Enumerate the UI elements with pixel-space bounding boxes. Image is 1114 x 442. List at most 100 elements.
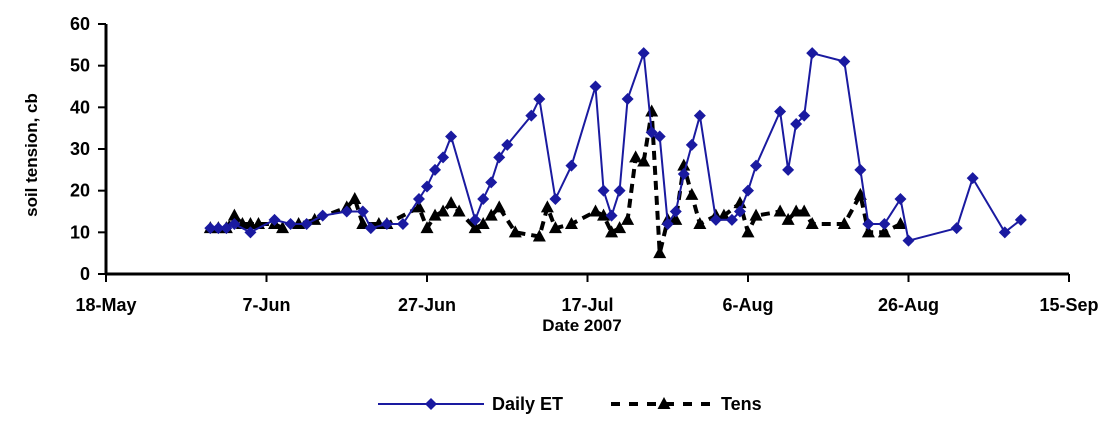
- data-point-tens: [597, 208, 611, 221]
- data-point-daily-et: [878, 218, 891, 230]
- data-point-daily-et: [485, 176, 498, 189]
- data-point-daily-et: [621, 93, 634, 105]
- data-point-daily-et: [597, 184, 610, 197]
- data-point-tens: [227, 208, 241, 221]
- data-point-daily-et: [284, 218, 297, 230]
- data-point-daily-et: [902, 234, 915, 247]
- data-point-daily-et: [469, 213, 482, 226]
- data-point-daily-et: [429, 163, 442, 176]
- data-point-daily-et: [220, 222, 233, 235]
- data-point-daily-et: [212, 222, 225, 235]
- data-point-daily-et: [637, 47, 650, 60]
- data-point-daily-et: [533, 93, 546, 105]
- data-point-daily-et: [244, 226, 257, 239]
- data-point-tens: [653, 246, 667, 259]
- data-point-tens: [837, 217, 851, 229]
- data-point-daily-et: [750, 159, 763, 172]
- data-point-tens: [468, 221, 482, 234]
- data-point-tens: [356, 217, 370, 229]
- data-point-tens: [484, 208, 498, 221]
- data-point-daily-et: [589, 80, 602, 93]
- data-point-tens: [436, 204, 450, 217]
- data-point-daily-et: [501, 138, 514, 151]
- y-tick-label: 50: [70, 56, 90, 76]
- series-daily-et: [204, 47, 1027, 247]
- data-point-tens: [677, 158, 691, 171]
- x-tick-label: 26-Aug: [878, 295, 939, 315]
- data-point-daily-et: [782, 163, 795, 176]
- data-point-daily-et: [412, 193, 425, 205]
- data-point-tens: [621, 212, 635, 225]
- data-point-tens: [589, 204, 603, 217]
- data-point-daily-et: [525, 109, 538, 122]
- data-point-daily-et: [854, 163, 867, 176]
- data-point-daily-et: [725, 213, 738, 226]
- data-point-daily-et: [356, 205, 369, 218]
- data-point-tens: [564, 217, 578, 229]
- data-point-daily-et: [669, 205, 682, 218]
- data-point-daily-et: [950, 222, 963, 235]
- data-point-daily-et: [709, 213, 722, 226]
- data-point-daily-et: [862, 218, 875, 230]
- data-point-daily-et: [613, 184, 626, 197]
- legend: Daily ET Tens: [378, 394, 762, 414]
- x-tick-label: 27-Jun: [398, 295, 456, 315]
- data-point-tens: [685, 187, 699, 200]
- data-point-daily-et: [300, 218, 313, 230]
- data-point-tens: [452, 204, 466, 217]
- data-point-tens: [741, 225, 755, 238]
- data-point-daily-et: [437, 151, 450, 164]
- series-tens: [203, 104, 907, 259]
- data-point-tens: [781, 212, 795, 225]
- data-point-daily-et: [742, 184, 754, 197]
- data-point-tens: [805, 217, 819, 229]
- data-point-tens: [637, 154, 651, 167]
- data-point-tens: [645, 104, 659, 117]
- series-layer: [203, 47, 1027, 259]
- data-point-tens: [797, 204, 811, 217]
- data-point-daily-et: [268, 213, 281, 226]
- x-axis-label: Date 2007: [542, 316, 621, 335]
- data-point-daily-et: [204, 222, 217, 235]
- data-point-daily-et: [774, 105, 787, 118]
- data-point-tens: [420, 221, 434, 234]
- data-point-daily-et: [605, 209, 618, 222]
- data-point-daily-et: [421, 180, 433, 193]
- data-point-tens: [861, 225, 875, 238]
- legend-marker-tens: [657, 397, 671, 409]
- data-point-tens: [773, 204, 787, 217]
- data-point-daily-et: [894, 193, 907, 205]
- data-point-tens: [540, 200, 554, 213]
- data-point-tens: [893, 217, 907, 229]
- y-tick-label: 40: [70, 97, 90, 117]
- data-point-tens: [412, 200, 426, 213]
- data-point-tens: [717, 208, 731, 221]
- data-point-daily-et: [1014, 213, 1027, 226]
- x-tick-label: 18-May: [75, 295, 136, 315]
- data-point-daily-et: [396, 218, 409, 230]
- data-point-daily-et: [798, 109, 811, 122]
- data-point-daily-et: [228, 218, 241, 230]
- data-point-daily-et: [549, 193, 562, 205]
- legend-label-daily-et: Daily ET: [492, 394, 563, 414]
- y-tick-label: 10: [70, 222, 90, 242]
- x-tick-label: 17-Jul: [561, 295, 613, 315]
- data-point-daily-et: [806, 47, 819, 60]
- data-point-daily-et: [565, 159, 578, 172]
- data-point-daily-et: [693, 109, 706, 122]
- data-point-tens: [428, 208, 442, 221]
- data-point-daily-et: [653, 130, 666, 143]
- y-tick-label: 20: [70, 181, 90, 201]
- y-tick-label: 60: [70, 14, 90, 34]
- data-point-daily-et: [340, 205, 353, 218]
- data-point-tens: [629, 150, 643, 163]
- data-point-daily-et: [966, 172, 979, 185]
- data-point-daily-et: [445, 130, 458, 143]
- data-point-daily-et: [316, 209, 329, 222]
- data-point-daily-et: [661, 218, 674, 230]
- y-axis-ticks: 0 10 20 30 40 50 60: [70, 14, 106, 284]
- data-point-tens: [613, 221, 627, 234]
- x-axis-ticks: 18-May 7-Jun 27-Jun 17-Jul 6-Aug 26-Aug 15-Sep: [75, 274, 1099, 315]
- data-point-tens: [877, 225, 891, 238]
- data-point-daily-et: [733, 205, 746, 218]
